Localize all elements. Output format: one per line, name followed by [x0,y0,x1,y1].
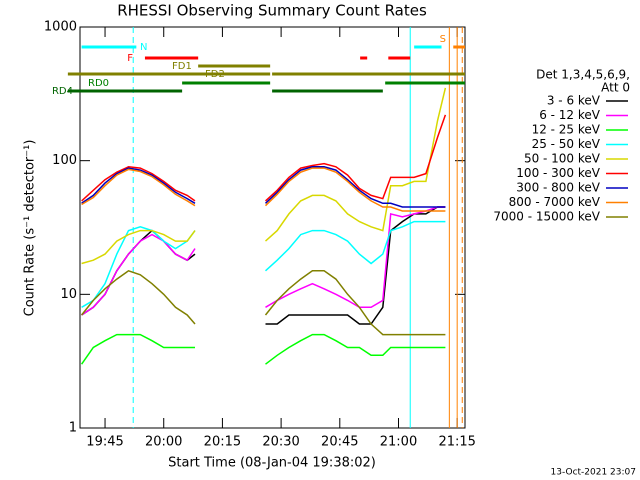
legend-label: 7000 - 15000 keV [493,210,600,224]
flag-label: RD4 [52,86,73,97]
series-line [80,333,446,365]
y-axis-label: Count Rate (s⁻¹ detector⁻¹) [23,140,38,317]
y-tick-label: 100 [52,153,77,168]
x-tick-label: 21:00 [380,435,417,450]
x-tick-label: 21:15 [438,435,475,450]
legend-label: 6 - 12 keV [539,108,601,122]
series-line [81,166,446,208]
y-tick-label: 10 [60,287,77,302]
flag-label: F [127,53,133,64]
legend-label: 12 - 25 keV [532,123,601,137]
x-tick-label: 20:45 [321,435,358,450]
y-tick-label: 1 [69,421,77,436]
series-line [81,114,447,202]
legend-label: 50 - 100 keV [524,152,601,166]
legend-title: Det 1,3,4,5,6,9, [536,68,630,82]
series-line [81,269,446,336]
flag-label: RD0 [88,78,109,89]
chart-title: RHESSI Observing Summary Count Rates [117,2,427,20]
series-line [81,87,447,265]
x-tick-label: 20:15 [204,435,241,450]
flag-label: FD2 [205,69,225,80]
series-line [81,220,446,308]
legend-label: 300 - 800 keV [516,181,600,195]
series-line [81,167,446,212]
plot-frame [79,26,466,429]
legend-label: 3 - 6 keV [547,94,601,108]
flag-label: FD1 [172,61,192,72]
footer: 13-Oct-2021 23:07 [551,468,636,478]
legend-title: Att 0 [601,81,630,95]
x-axis-label: Start Time (08-Jan-04 19:38:02) [168,456,376,471]
flag-label: N [140,42,147,53]
flag-label: S [440,34,446,45]
x-tick-label: 20:30 [262,435,299,450]
legend-label: 800 - 7000 keV [509,195,601,209]
legend-label: 100 - 300 keV [516,166,600,180]
x-tick-label: 19:45 [86,435,123,450]
legend-label: 25 - 50 keV [532,137,601,151]
y-tick-label: 1000 [44,20,77,35]
x-tick-label: 20:00 [145,435,182,450]
